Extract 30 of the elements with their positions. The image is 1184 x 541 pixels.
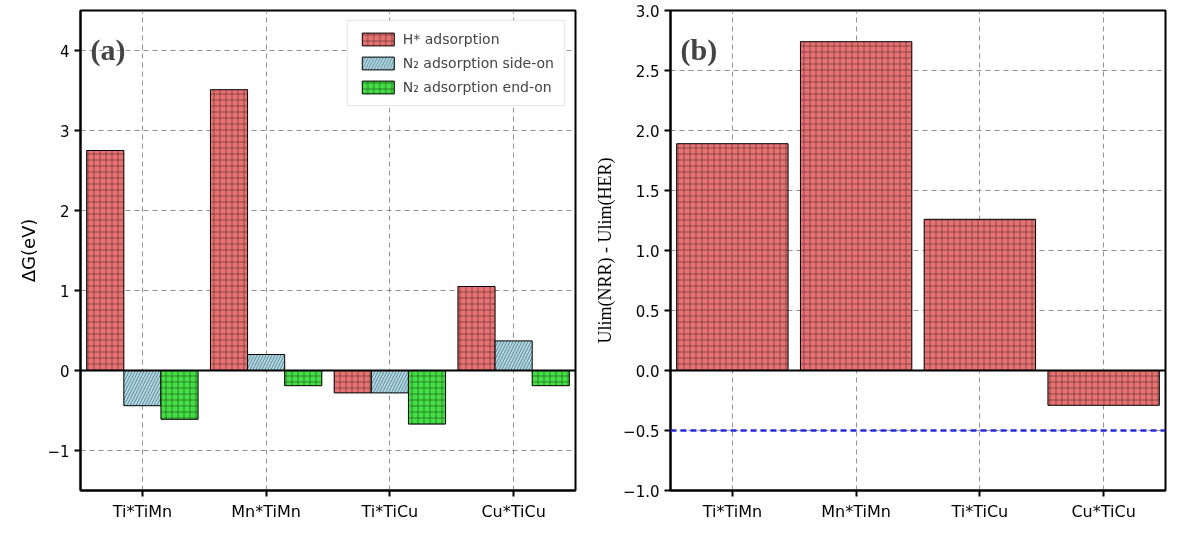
- legend-label: N₂ adsorption end-on: [402, 79, 552, 95]
- y-tick-label: 3: [59, 122, 70, 141]
- x-tick-label: Ti*TiCu: [360, 501, 419, 521]
- y-tick-label: 2: [59, 202, 70, 221]
- legend-label: N₂ adsorption side-on: [402, 55, 554, 71]
- y-tick-label: 1: [59, 282, 70, 301]
- x-tick-label: Mn*TiMn: [231, 501, 301, 521]
- y-tick-label: 0: [59, 362, 70, 381]
- y-tick-label: −1: [47, 442, 70, 461]
- y-tick-label: 1.0: [635, 242, 660, 261]
- y-tick-label: −1.0: [623, 482, 660, 501]
- y-tick-label: 0.0: [635, 362, 660, 381]
- x-tick-label: Ti*TiCu: [950, 501, 1009, 521]
- annotation: (b): [680, 32, 718, 67]
- annotation: (a): [90, 32, 126, 67]
- y-tick-label: 2.5: [635, 62, 660, 81]
- y-tick-label: 3.0: [635, 2, 660, 21]
- x-tick-label: Cu*TiCu: [1071, 501, 1136, 521]
- x-tick-label: Cu*TiCu: [481, 501, 546, 521]
- y-axis-title: ΔG(eV): [18, 218, 40, 283]
- x-tick-label: Ti*TiMn: [701, 501, 763, 521]
- y-tick-label: 1.5: [635, 182, 660, 201]
- legend-label: H* adsorption: [402, 31, 500, 47]
- y-tick-label: 0.5: [635, 302, 660, 321]
- y-axis-title: Ulim(NRR) - Ulim(HER): [595, 157, 617, 344]
- x-tick-label: Mn*TiMn: [821, 501, 891, 521]
- y-tick-label: 4: [59, 42, 70, 61]
- y-tick-label: 2.0: [635, 122, 660, 141]
- y-tick-label: −0.5: [623, 422, 660, 441]
- x-tick-label: Ti*TiMn: [111, 501, 173, 521]
